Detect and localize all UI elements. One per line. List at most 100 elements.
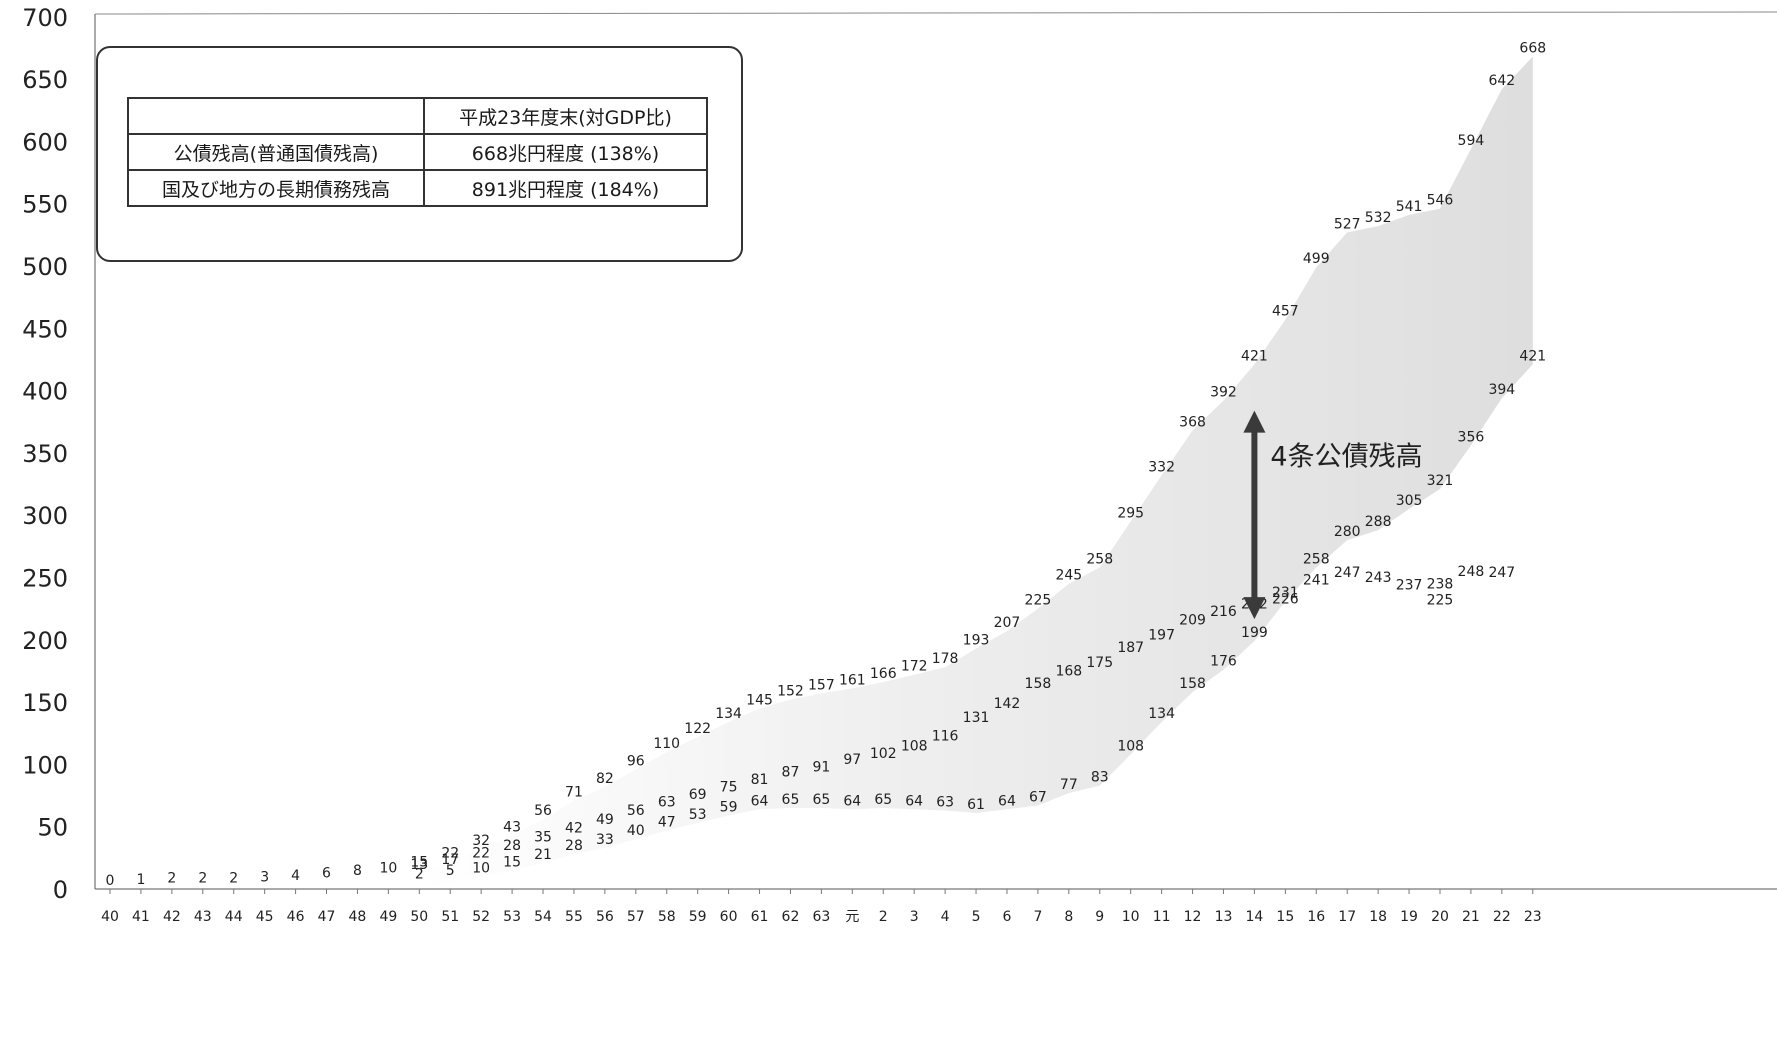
table-header-date: 平成23年度末(対GDP比) — [423, 97, 708, 135]
x-tick-label: 44 — [225, 909, 243, 925]
x-tick-label: 62 — [782, 909, 800, 925]
y-tick-label: 400 — [22, 378, 68, 406]
label-construction-bonds: 65 — [782, 792, 800, 808]
x-tick-label: 47 — [318, 909, 336, 925]
label-extra: 225 — [1427, 593, 1454, 609]
label-construction-bonds: 5 — [446, 863, 455, 879]
label-special-bonds: 187 — [1117, 640, 1144, 656]
label-special-bonds: 17 — [441, 852, 459, 868]
label-special-bonds: 175 — [1086, 655, 1113, 671]
label-construction-bonds: 64 — [905, 793, 923, 809]
label-total-bonds: 457 — [1272, 304, 1299, 320]
label-total-bonds: 4 — [291, 868, 300, 884]
label-total-bonds: 10 — [379, 861, 397, 877]
label-total-bonds: 15 — [410, 854, 428, 870]
label-special-bonds: 238 — [1427, 576, 1454, 592]
x-tick-label: 6 — [1003, 909, 1012, 925]
x-tick-label: 22 — [1493, 909, 1511, 925]
y-tick-label: 150 — [22, 689, 68, 717]
label-total-bonds: 134 — [715, 706, 742, 722]
x-tick-label: 56 — [596, 909, 614, 925]
label-total-bonds: 157 — [808, 677, 835, 693]
label-total-bonds: 245 — [1055, 568, 1082, 584]
x-tick-label: 59 — [689, 909, 707, 925]
x-tick-label: 20 — [1431, 909, 1449, 925]
label-construction-bonds: 2 — [415, 867, 424, 883]
table-row: 公債残高(普通国債残高) 668兆円程度 (138%) — [127, 133, 708, 171]
label-construction-bonds: 64 — [843, 793, 861, 809]
label-total-bonds: 8 — [353, 863, 362, 879]
label-special-bonds: 216 — [1210, 604, 1237, 620]
x-tick-label: 2 — [879, 909, 888, 925]
label-total-bonds: 32 — [472, 833, 490, 849]
row-label-public-bonds: 公債残高(普通国債残高) — [127, 133, 425, 171]
label-construction-bonds: 280 — [1334, 524, 1361, 540]
label-total-bonds: 392 — [1210, 385, 1237, 401]
row-value-public-bonds: 668兆円程度 (138%) — [423, 133, 708, 171]
label-construction-bonds: 40 — [627, 823, 645, 839]
label-special-bonds: 42 — [565, 821, 583, 837]
x-tick-label: 4 — [941, 909, 950, 925]
x-tick-label: 46 — [287, 909, 305, 925]
x-tick-label: 15 — [1276, 909, 1294, 925]
label-special-bonds: 248 — [1458, 564, 1485, 580]
label-construction-bonds: 394 — [1488, 382, 1515, 398]
label-total-bonds: 152 — [777, 684, 804, 700]
axes: 0501001502002503003504004505005506006507… — [22, 4, 1777, 925]
label-special-bonds: 91 — [812, 760, 830, 776]
label-construction-bonds: 10 — [472, 861, 490, 877]
label-construction-bonds: 64 — [998, 793, 1016, 809]
label-construction-bonds: 64 — [751, 793, 769, 809]
label-total-bonds: 225 — [1025, 593, 1052, 609]
row-value-long-term-debt: 891兆円程度 (184%) — [423, 169, 708, 207]
label-construction-bonds: 47 — [658, 814, 676, 830]
x-tick-label: 48 — [349, 909, 367, 925]
table-header-blank — [127, 97, 425, 135]
label-construction-bonds: 28 — [565, 838, 583, 854]
shaded-area — [419, 56, 1533, 887]
y-tick-label: 0 — [53, 876, 68, 904]
label-construction-bonds: 231 — [1272, 585, 1299, 601]
label-special-bonds: 116 — [932, 728, 959, 744]
y-tick-label: 450 — [22, 315, 68, 343]
label-special-bonds: 131 — [963, 710, 990, 726]
label-total-bonds: 2 — [198, 871, 207, 887]
x-tick-label: 60 — [720, 909, 738, 925]
label-construction-bonds: 21 — [534, 847, 552, 863]
x-tick-label: 58 — [658, 909, 676, 925]
label-construction-bonds: 258 — [1303, 552, 1330, 568]
x-tick-label: 5 — [972, 909, 981, 925]
label-construction-bonds: 288 — [1365, 514, 1392, 530]
label-total-bonds: 594 — [1458, 133, 1485, 149]
label-special-bonds: 168 — [1055, 664, 1082, 680]
x-tick-label: 55 — [565, 909, 583, 925]
table-row: 国及び地方の長期債務残高 891兆円程度 (184%) — [127, 169, 708, 207]
label-total-bonds: 642 — [1488, 73, 1515, 89]
x-tick-label: 45 — [256, 909, 274, 925]
label-special-bonds: 243 — [1365, 570, 1392, 586]
label-total-bonds: 1 — [136, 872, 145, 888]
label-special-bonds: 87 — [782, 765, 800, 781]
x-tick-label: 61 — [751, 909, 769, 925]
label-special-bonds: 197 — [1148, 628, 1175, 644]
label-total-bonds: 258 — [1086, 552, 1113, 568]
x-tick-label: 3 — [910, 909, 919, 925]
y-tick-label: 700 — [22, 4, 68, 32]
x-tick-label: 17 — [1338, 909, 1356, 925]
label-special-bonds: 49 — [596, 812, 614, 828]
x-tick-label: 13 — [1215, 909, 1233, 925]
label-special-bonds: 158 — [1025, 676, 1052, 692]
x-tick-label: 63 — [812, 909, 830, 925]
label-total-bonds: 541 — [1396, 199, 1423, 215]
label-total-bonds: 193 — [963, 633, 990, 649]
y-tick-label: 650 — [22, 66, 68, 94]
label-construction-bonds: 83 — [1091, 770, 1109, 786]
annotation: 4条公債残高 — [1243, 410, 1423, 620]
label-total-bonds: 43 — [503, 819, 521, 835]
label-special-bonds: 142 — [994, 696, 1021, 712]
label-total-bonds: 207 — [994, 615, 1021, 631]
label-total-bonds: 22 — [441, 846, 459, 862]
label-special-bonds: 28 — [503, 838, 521, 854]
arrow-head-up — [1243, 410, 1266, 433]
